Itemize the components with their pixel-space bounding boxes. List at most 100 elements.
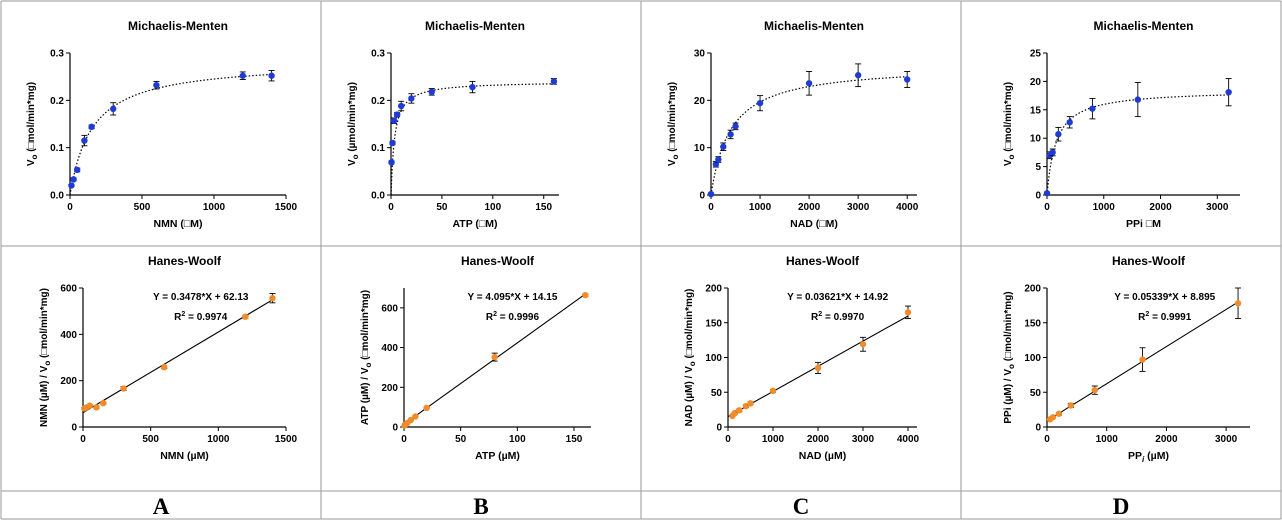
x-tick-label: 500 — [134, 202, 151, 213]
data-point — [747, 400, 754, 407]
data-point-marker — [408, 95, 415, 102]
data-point-marker — [1043, 190, 1051, 197]
r-squared-value: = 0.9996 — [497, 312, 539, 323]
data-point-marker — [81, 137, 88, 144]
x-axis-label: NAD (µM) — [799, 450, 846, 462]
y-tick-label: 600 — [381, 303, 398, 314]
data-point-marker — [491, 353, 498, 361]
y-axis-label-sub: o — [1007, 364, 1016, 369]
chart-title: Michaelis-Menten — [425, 19, 525, 33]
y-tick-label: 0 — [392, 423, 398, 434]
y-axis-label: NMN (µM) / Vo (□mol/min*mg) — [39, 288, 52, 427]
data-point — [74, 166, 81, 174]
data-point-marker — [86, 402, 93, 409]
data-point-marker — [904, 309, 912, 316]
x-tick-label: 50 — [455, 434, 467, 445]
y-axis-label-rest: (□mol/min*mg) — [360, 290, 371, 363]
data-point-marker — [1066, 119, 1073, 126]
data-point — [769, 387, 777, 395]
x-tick-label: 150 — [535, 202, 552, 213]
data-point-marker — [1225, 88, 1232, 96]
data-point-marker — [720, 143, 727, 150]
data-point-marker — [469, 83, 476, 91]
x-axis-label-rest: (µM) — [1144, 450, 1169, 462]
x-axis-label-main: PPi □M — [1126, 218, 1161, 230]
chart-title: Michaelis-Menten — [128, 19, 228, 33]
y-tick-label: 15 — [1030, 105, 1042, 116]
x-axis-label-main: NAD (□M) — [790, 218, 838, 230]
y-tick-label: 0.2 — [371, 96, 385, 107]
data-point — [715, 156, 722, 163]
x-tick-label: 1000 — [762, 434, 785, 445]
data-point — [408, 93, 415, 104]
chart-title: Michaelis-Menten — [764, 19, 864, 33]
x-tick-label: 4000 — [896, 202, 919, 213]
x-axis-label: NAD (□M) — [790, 218, 838, 230]
data-point-marker — [428, 88, 435, 96]
data-point-marker — [550, 78, 558, 85]
panel-letter-d: D — [1113, 494, 1130, 519]
data-point-marker — [732, 123, 739, 130]
data-point-marker — [859, 341, 867, 348]
r-squared-label: R2 = 0.9996 — [486, 311, 540, 323]
y-axis-label-rest: (□mol/min*mg) — [667, 82, 678, 155]
data-point — [727, 129, 734, 140]
data-point — [1089, 97, 1096, 120]
data-point-marker — [727, 131, 734, 138]
y-axis-label: ATP (µM) / Vo (□mol/min*mg) — [360, 290, 373, 425]
x-tick-label: 1000 — [203, 202, 226, 213]
equation-label: Y = 0.03621*X + 14.92 — [787, 292, 888, 303]
x-tick-label: 1000 — [749, 202, 772, 213]
data-point-marker — [1055, 131, 1062, 138]
y-tick-label: 200 — [60, 376, 77, 387]
equation-label: Y = 0.3478*X + 62.13 — [153, 292, 249, 303]
data-point — [814, 361, 822, 374]
x-tick-label: 1000 — [1093, 202, 1116, 213]
x-tick-label: 1500 — [275, 434, 298, 445]
x-axis-label-main: NMN (□M) — [154, 218, 203, 230]
x-tick-label: 1000 — [1096, 434, 1119, 445]
r-squared-sup: 2 — [181, 311, 185, 318]
data-point — [389, 139, 396, 147]
y-axis-label: Vo (µmol/min*mg) — [347, 82, 360, 166]
y-axis-label-main: V — [347, 159, 358, 166]
data-point-marker — [1055, 410, 1063, 417]
x-tick-label: 0 — [67, 202, 73, 213]
data-point-marker — [269, 294, 276, 302]
panel-letter-c: C — [793, 494, 810, 519]
data-point-marker — [120, 385, 127, 392]
x-tick-label: 3000 — [1215, 434, 1238, 445]
y-axis-label-sub: o — [688, 361, 697, 366]
x-tick-label: 0 — [388, 202, 394, 213]
data-point-marker — [393, 111, 401, 118]
data-point — [732, 122, 739, 131]
data-point — [1055, 126, 1062, 142]
y-tick-label: 200 — [381, 383, 398, 394]
data-point-marker — [736, 407, 743, 414]
data-point — [390, 117, 398, 124]
data-point-marker — [242, 313, 249, 320]
x-tick-label: 100 — [484, 202, 501, 213]
y-tick-label: 10 — [694, 143, 706, 154]
x-tick-label: 2000 — [807, 434, 830, 445]
y-axis-label: Vo (□mol/min*mg) — [667, 82, 680, 166]
y-axis-label-main: V — [667, 159, 678, 166]
y-tick-label: 0.1 — [50, 143, 64, 154]
y-axis-label-main: PPi (µM) / V — [1003, 369, 1014, 424]
data-point — [242, 313, 249, 320]
chart-hw-nad: Hanes-Woolf 0 1000 2000 3000 4000 0 50 100 150 200… — [684, 254, 920, 462]
x-tick-label: 0 — [725, 434, 731, 445]
data-point-marker — [1091, 386, 1098, 394]
x-axis-label-main: NMN (µM) — [160, 450, 209, 462]
y-tick-label: 50 — [1030, 388, 1042, 399]
data-point-marker — [110, 105, 117, 113]
data-point — [550, 78, 558, 85]
data-point-marker — [68, 182, 75, 189]
data-point — [1225, 78, 1232, 107]
r-squared-r: R — [486, 312, 494, 323]
r-squared-label: R2 = 0.9970 — [811, 311, 865, 323]
y-tick-label: 10 — [1030, 134, 1042, 145]
x-axis-label: NMN (µM) — [160, 450, 209, 462]
r-squared-value: = 0.9991 — [1149, 312, 1191, 323]
data-point — [1091, 385, 1098, 395]
